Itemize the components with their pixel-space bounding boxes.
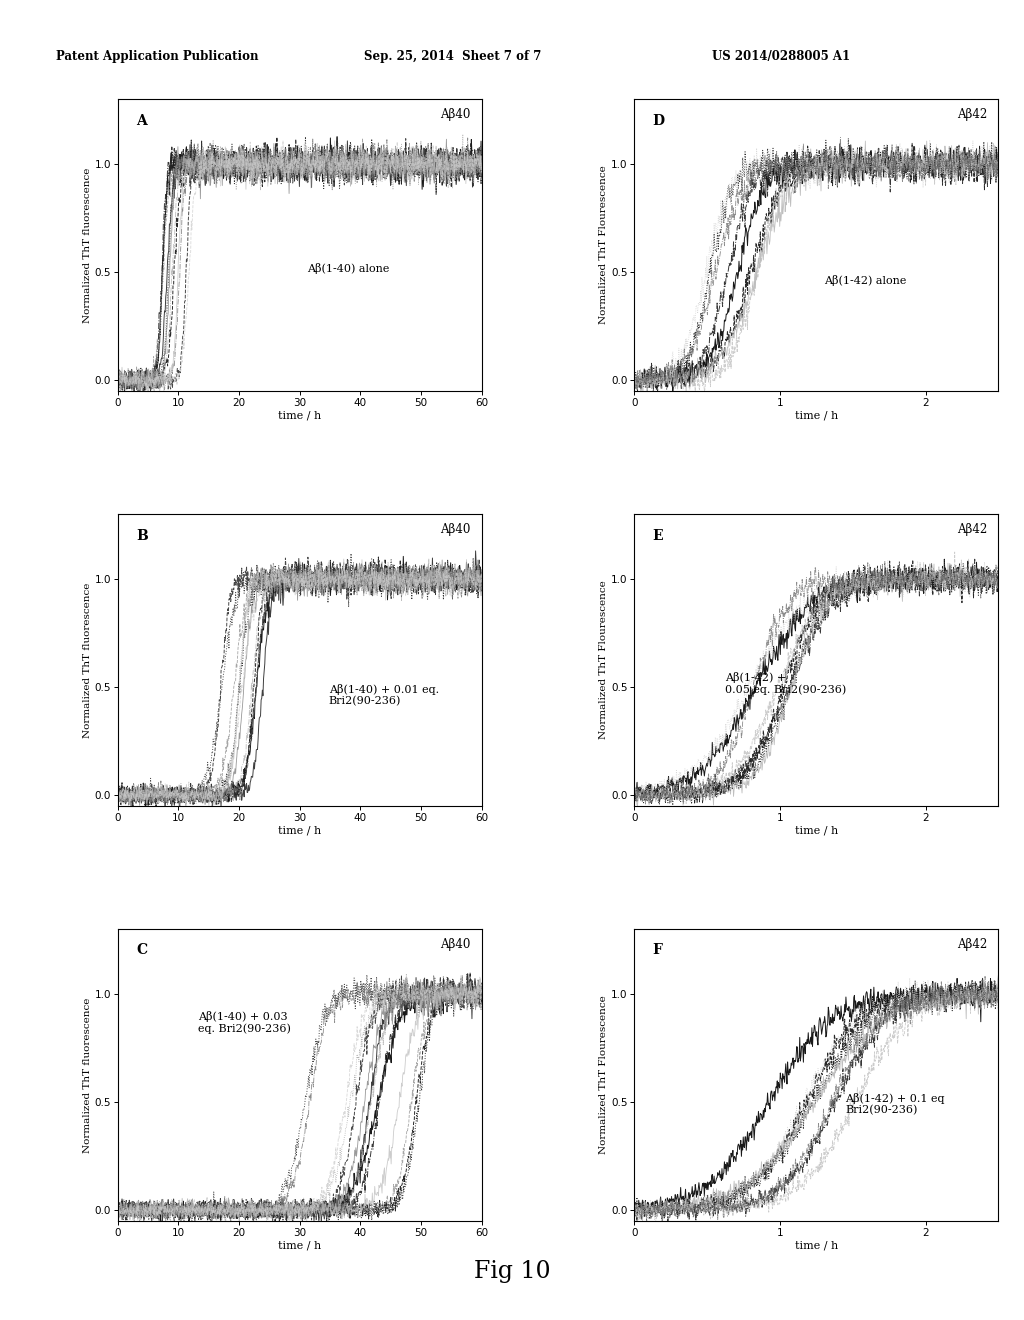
X-axis label: time / h: time / h — [795, 411, 838, 421]
Text: A: A — [136, 114, 146, 128]
Text: Aβ(1-40) + 0.03
eq. Bri2(90-236): Aβ(1-40) + 0.03 eq. Bri2(90-236) — [198, 1011, 291, 1034]
Y-axis label: Normalized ThT fluorescence: Normalized ThT fluorescence — [83, 582, 91, 738]
Text: Aβ40: Aβ40 — [440, 108, 471, 120]
Y-axis label: Normalized ThT Flourescence: Normalized ThT Flourescence — [599, 995, 608, 1154]
Text: Aβ(1-40) alone: Aβ(1-40) alone — [307, 263, 389, 275]
X-axis label: time / h: time / h — [795, 1241, 838, 1251]
Text: Aβ42: Aβ42 — [957, 937, 987, 950]
Text: E: E — [652, 528, 664, 543]
Y-axis label: Normalized ThT Flourescence: Normalized ThT Flourescence — [599, 581, 608, 739]
Text: Aβ40: Aβ40 — [440, 523, 471, 536]
Y-axis label: Normalized ThT Flourescence: Normalized ThT Flourescence — [599, 166, 608, 325]
Text: B: B — [136, 528, 147, 543]
Text: Aβ42: Aβ42 — [957, 523, 987, 536]
Y-axis label: Normalized ThT fluorescence: Normalized ThT fluorescence — [83, 168, 91, 323]
Text: Aβ42: Aβ42 — [957, 108, 987, 120]
Text: US 2014/0288005 A1: US 2014/0288005 A1 — [712, 50, 850, 63]
Text: C: C — [136, 944, 147, 957]
X-axis label: time / h: time / h — [795, 826, 838, 836]
Text: Sep. 25, 2014  Sheet 7 of 7: Sep. 25, 2014 Sheet 7 of 7 — [364, 50, 541, 63]
Text: Fig 10: Fig 10 — [474, 1261, 550, 1283]
Text: F: F — [652, 944, 663, 957]
Text: D: D — [652, 114, 665, 128]
Y-axis label: Normalized ThT fluorescence: Normalized ThT fluorescence — [83, 997, 91, 1152]
Text: Aβ(1-42) alone: Aβ(1-42) alone — [823, 275, 906, 285]
X-axis label: time / h: time / h — [279, 411, 322, 421]
Text: Patent Application Publication: Patent Application Publication — [56, 50, 259, 63]
Text: Aβ40: Aβ40 — [440, 937, 471, 950]
X-axis label: time / h: time / h — [279, 1241, 322, 1251]
Text: Aβ(1-42) + 0.1 eq
Bri2(90-236): Aβ(1-42) + 0.1 eq Bri2(90-236) — [846, 1093, 945, 1115]
Text: Aβ(1-42) +
0.05 eq. Bri2(90-236): Aβ(1-42) + 0.05 eq. Bri2(90-236) — [725, 672, 847, 696]
Text: Aβ(1-40) + 0.01 eq.
Bri2(90-236): Aβ(1-40) + 0.01 eq. Bri2(90-236) — [329, 684, 439, 706]
X-axis label: time / h: time / h — [279, 826, 322, 836]
